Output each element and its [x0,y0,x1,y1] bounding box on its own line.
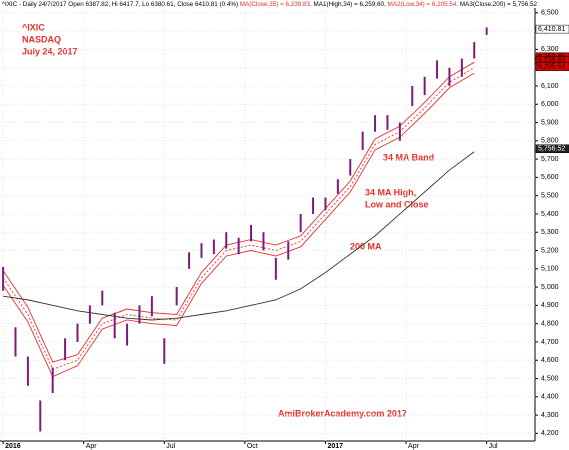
x-tick-label: Jul [489,443,498,450]
ma-line [2,61,475,363]
y-tick-label: 4,800 [541,320,559,327]
ma-line [3,151,475,321]
header-part: MA(Close,35) = 6,239.83, [240,1,314,8]
price-tag-label: 6,410.81 [538,26,565,33]
header-part: MA2(Low,34) = 6,205.54, [388,1,460,8]
y-tick-label: 5,200 [541,247,559,254]
annotation: 200 MA [350,241,382,251]
y-tick-label: 5,100 [541,266,559,273]
price-tag-label: 6,239.83 [538,57,565,64]
header-part: ^IXIC - Daily 24/7/2017 Open 6387.82, Hi… [2,1,240,8]
y-tick-label: 4,600 [541,357,559,364]
y-tick-label: 4,700 [541,339,559,346]
y-tick-label: 6,500 [541,10,559,17]
y-tick-label: 6,100 [541,83,559,90]
y-tick-label: 6,000 [541,101,559,108]
annotation: NASDAQ [22,34,61,44]
x-tick-label: Apr [408,443,420,450]
y-tick-label: 5,400 [541,211,559,218]
y-tick-label: 4,500 [541,375,559,382]
price-tag-label: 6,205.54 [538,64,565,71]
price-tag [535,24,569,34]
y-tick-label: 6,300 [541,46,559,53]
y-tick-label: 5,300 [541,229,559,236]
y-tick-label: 4,300 [541,412,559,419]
header-part: MA1(High,34) = 6,259.60, [314,1,388,8]
y-tick-label: 4,200 [541,430,559,437]
price-tag [535,62,569,71]
annotation: AmiBrokerAcademy.com 2017 [278,408,407,418]
annotation: July 24, 2017 [22,46,78,56]
x-tick-label: Jul [166,443,175,450]
price-tag [535,144,569,154]
y-tick-label: 5,600 [541,174,559,181]
x-tick-label: Oct [247,443,258,450]
y-tick-label: 5,000 [541,284,559,291]
header-part: MA3(Close,200) = 5,756.52 [460,1,538,8]
x-tick-label: 2017 [327,443,343,450]
annotation: 34 MA Band [383,152,434,162]
y-tick-label: 5,800 [541,138,559,145]
ma-line [2,67,475,370]
y-tick-label: 4,400 [541,394,559,401]
chart-header: ^IXIC - Daily 24/7/2017 Open 6387.82, Hi… [2,1,538,8]
annotation: ^IXIC [22,22,45,32]
y-tick-label: 5,900 [541,119,559,126]
price-tag-label: 5,756.52 [538,146,565,153]
annotation: Low and Close [365,199,429,209]
y-tick-label: 4,900 [541,302,559,309]
x-tick-label: Apr [86,443,98,450]
x-tick-label: 2016 [5,443,21,450]
annotation: 34 MA High, [365,187,416,197]
y-tick-label: 5,700 [541,156,559,163]
y-tick-label: 5,500 [541,193,559,200]
ma-line [2,72,475,378]
